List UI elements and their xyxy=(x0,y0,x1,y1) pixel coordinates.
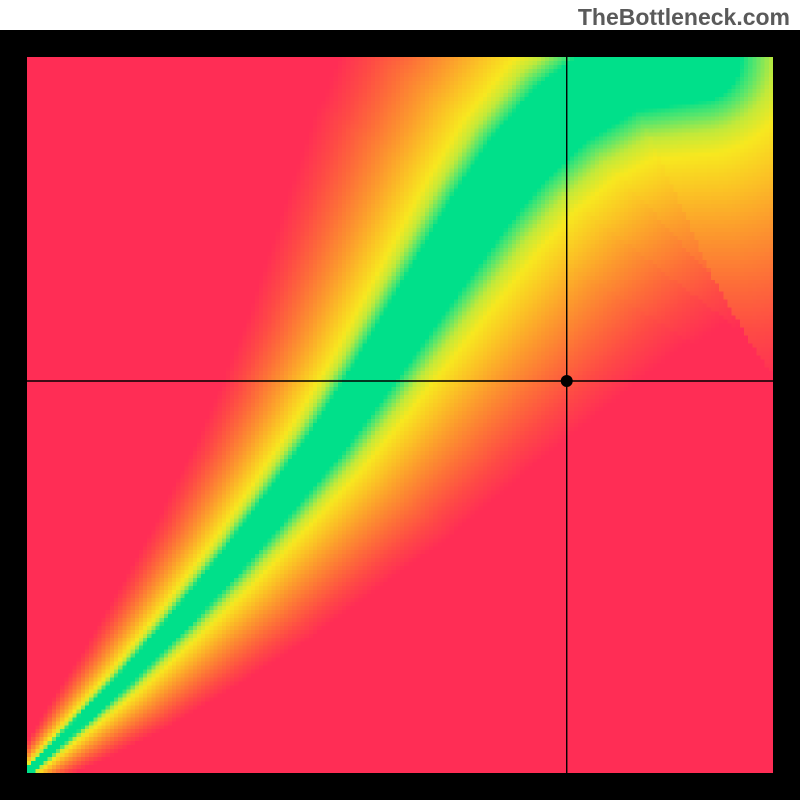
watermark-text: TheBottleneck.com xyxy=(578,4,790,31)
frame-border-bottom xyxy=(0,773,800,800)
frame-border-right xyxy=(773,30,800,800)
frame-border-left xyxy=(0,30,27,800)
bottleneck-heatmap xyxy=(27,57,773,773)
chart-container: TheBottleneck.com xyxy=(0,0,800,800)
frame-border-top xyxy=(0,30,800,57)
